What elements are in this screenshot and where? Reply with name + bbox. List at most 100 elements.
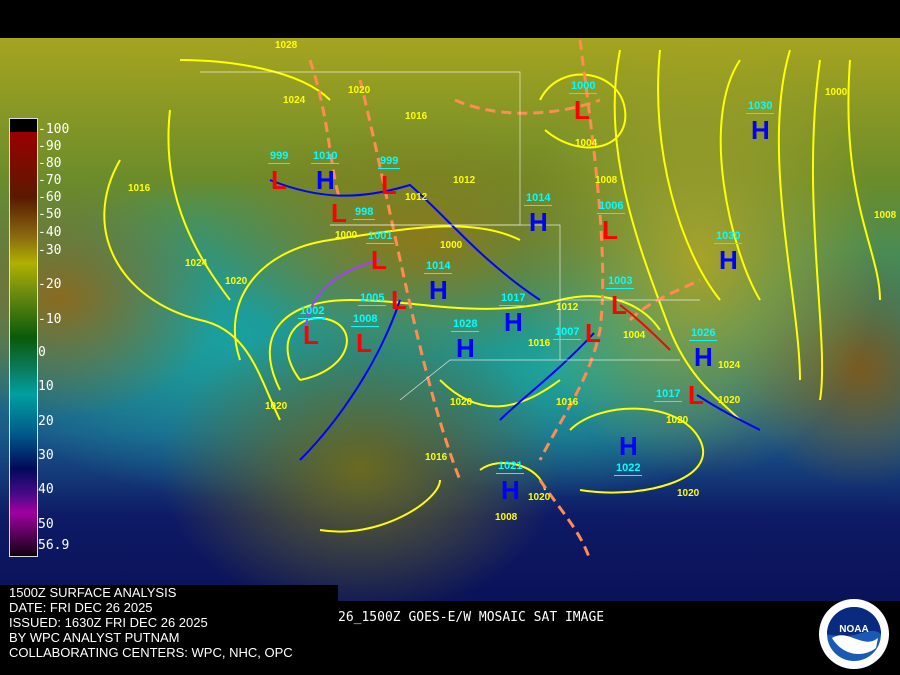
isobar xyxy=(657,49,721,301)
isobar xyxy=(847,59,881,301)
troughs xyxy=(308,39,701,561)
isobar xyxy=(179,59,331,101)
pressure-value-label: 1014 xyxy=(524,192,553,206)
isobar-label: 1004 xyxy=(623,330,646,341)
isobar xyxy=(539,73,627,149)
high-pressure-symbol: H xyxy=(619,431,638,461)
cold-front xyxy=(499,332,595,421)
isobar xyxy=(268,295,661,391)
pressure-value-label: 999 xyxy=(378,155,401,169)
colorbar-tick-label: 20 xyxy=(38,414,54,429)
pressure-value-label: 1028 xyxy=(451,318,480,332)
isobar-label: 1020 xyxy=(677,488,700,499)
colorbar-tick-label: -90 xyxy=(38,139,62,154)
isobar-label: 1004 xyxy=(575,138,598,149)
pressure-value-label: 1010 xyxy=(311,150,340,164)
colorbar-tick-label: -70 xyxy=(38,173,62,188)
isobar-label: 1020 xyxy=(265,401,288,412)
isobar-label: 1000 xyxy=(440,240,463,251)
isobar-label: 1024 xyxy=(185,258,208,269)
pressure-value-label: 1030 xyxy=(746,100,775,114)
pressure-value-label: 1017 xyxy=(499,292,528,306)
isobar-label: 1008 xyxy=(595,175,618,186)
low-pressure-symbol: L xyxy=(381,170,397,200)
isobar-label: 1024 xyxy=(283,95,306,106)
info-line-title: 1500Z SURFACE ANALYSIS xyxy=(9,585,177,600)
isobar xyxy=(319,479,441,533)
fronts xyxy=(269,179,761,461)
satellite-image xyxy=(0,38,900,601)
isobar-label: 1020 xyxy=(718,395,741,406)
border-line xyxy=(560,299,700,361)
trough-line xyxy=(358,79,462,481)
low-pressure-symbol: L xyxy=(602,215,618,245)
isobars xyxy=(103,49,881,533)
satellite-label-bar: 26_1500Z GOES-E/W MOSAIC SAT IMAGE xyxy=(338,601,900,675)
colorbar-tick-label: -10 xyxy=(38,312,62,327)
pressure-value-label: 998 xyxy=(353,206,376,220)
pressure-value-label: 1001 xyxy=(366,230,395,244)
isobar-label: 1016 xyxy=(556,397,579,408)
pressure-value-label: 1022 xyxy=(614,462,643,476)
low-pressure-symbol: L xyxy=(574,95,590,125)
info-line-issued: ISSUED: 1630Z FRI DEC 26 2025 xyxy=(9,615,208,630)
pressure-value-label: 1030 xyxy=(714,230,743,244)
analysis-info: 1500Z SURFACE ANALYSIS DATE: FRI DEC 26 … xyxy=(0,585,338,675)
trough-line xyxy=(538,479,592,561)
colorbar-tick-label: 40 xyxy=(38,482,54,497)
trough-line xyxy=(454,98,601,115)
cold-front xyxy=(696,394,761,431)
high-pressure-symbol: H xyxy=(501,475,520,505)
colorbar-tick-label: 50 xyxy=(38,517,54,532)
high-pressure-symbol: H xyxy=(429,275,448,305)
info-line-centers: COLLABORATING CENTERS: WPC, NHC, OPC xyxy=(9,645,293,660)
low-pressure-symbol: L xyxy=(688,380,704,410)
isobar-label: 1020 xyxy=(225,276,248,287)
colorbar-tick-label: -30 xyxy=(38,243,62,258)
isobar xyxy=(103,159,281,421)
isobar-label: 1008 xyxy=(874,210,897,221)
isobar-label: 1028 xyxy=(275,40,298,51)
pressure-value-label: 1026 xyxy=(689,327,718,341)
low-pressure-symbol: L xyxy=(356,328,372,358)
colorbar-tick-label: -50 xyxy=(38,207,62,222)
high-pressure-symbol: H xyxy=(751,115,770,145)
isobar xyxy=(719,59,761,301)
temperature-colorbar xyxy=(9,118,38,557)
isobar-label: 1016 xyxy=(405,111,428,122)
low-pressure-symbol: L xyxy=(331,198,347,228)
low-pressure-symbol: L xyxy=(611,290,627,320)
pressure-value-label: 1007 xyxy=(553,326,582,340)
pressure-value-label: 999 xyxy=(268,150,291,164)
noaa-logo-text: NOAA xyxy=(839,624,868,635)
high-pressure-symbol: H xyxy=(456,333,475,363)
pressure-value-label: 1017 xyxy=(654,388,683,402)
pressure-value-label: 1014 xyxy=(424,260,453,274)
low-pressure-symbol: L xyxy=(371,245,387,275)
isobar-label: 1016 xyxy=(425,452,448,463)
low-pressure-symbol: L xyxy=(303,320,319,350)
high-pressure-symbol: H xyxy=(316,165,335,195)
cold-front xyxy=(299,299,401,461)
isobar-label: 1020 xyxy=(528,492,551,503)
isobar-label: 1020 xyxy=(666,415,689,426)
pressure-value-label: 1008 xyxy=(351,313,380,327)
isobar xyxy=(167,109,231,301)
colorbar-tick-label: 0 xyxy=(38,345,46,360)
colorbar-tick-label: 56.9 xyxy=(38,538,70,553)
pressure-value-label: 1006 xyxy=(597,200,626,214)
isobar-label: 1016 xyxy=(528,338,551,349)
isobar-label: 1000 xyxy=(825,87,848,98)
info-line-date: DATE: FRI DEC 26 2025 xyxy=(9,600,153,615)
trough-line xyxy=(308,59,342,201)
isobar-label: 1020 xyxy=(450,397,473,408)
isobar-label: 1012 xyxy=(556,302,579,313)
isobar xyxy=(777,49,801,381)
low-pressure-symbol: L xyxy=(391,285,407,315)
low-pressure-symbol: L xyxy=(271,165,287,195)
isobar xyxy=(439,379,561,408)
pressure-value-label: 1005 xyxy=(358,292,387,306)
borders xyxy=(200,71,700,401)
info-line-analyst: BY WPC ANALYST PUTNAM xyxy=(9,630,180,645)
